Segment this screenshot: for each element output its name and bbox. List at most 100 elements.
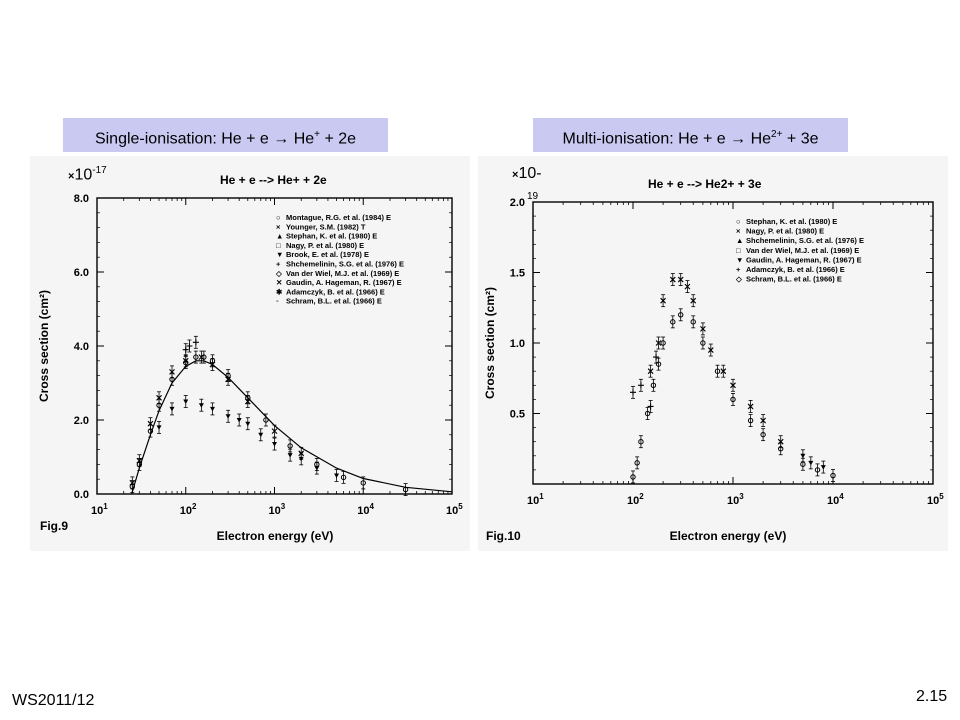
data-point xyxy=(655,340,662,346)
data-point xyxy=(156,394,162,401)
data-point xyxy=(747,417,754,424)
legend-symbol: ▼ xyxy=(276,250,283,259)
chart-title: He + e --> He2+ + 3e xyxy=(648,177,762,191)
data-point xyxy=(225,414,231,419)
scale-factor-left: ×10-17 xyxy=(68,165,107,184)
legend-symbol: ○ xyxy=(276,213,281,222)
data-point xyxy=(298,456,304,462)
scale-mark-left: × xyxy=(68,170,75,183)
data-point xyxy=(169,406,175,412)
data-point xyxy=(638,439,644,445)
data-point xyxy=(684,283,691,290)
data-point xyxy=(136,457,143,464)
data-point xyxy=(258,432,264,438)
x-tick-label: 104 xyxy=(357,502,374,517)
y-axis-label: Cross section (cm²) xyxy=(483,287,497,399)
caption-right-products: + 3e xyxy=(782,130,819,148)
data-point xyxy=(209,361,216,368)
data-point xyxy=(660,340,666,346)
legend-entry: Younger, S.M. (1982) T xyxy=(286,222,366,231)
legend-symbol: □ xyxy=(276,241,281,250)
data-point xyxy=(360,480,366,486)
legend-symbol: × xyxy=(736,227,741,236)
legend-symbol: + xyxy=(736,265,741,274)
data-point xyxy=(677,276,684,283)
x-tick-label: 101 xyxy=(527,492,544,507)
data-point xyxy=(690,319,696,325)
legend-entry: Van der Wiel, M.J. et al. (1969) E xyxy=(746,246,859,255)
legend-entry: Shchemelinin, S.G. et al. (1976) E xyxy=(286,260,404,269)
scale-factor-right-exp: 19 xyxy=(527,191,539,202)
data-point xyxy=(820,465,826,470)
data-point xyxy=(714,368,721,374)
legend-symbol: ◇ xyxy=(735,275,743,284)
plot-frame xyxy=(532,201,934,485)
data-point xyxy=(129,480,136,486)
y-tick-label: 6.0 xyxy=(74,267,89,279)
caption-left-charge: + xyxy=(314,129,321,140)
data-point xyxy=(653,354,660,361)
data-point xyxy=(800,453,806,459)
x-tick-label: 102 xyxy=(627,492,644,507)
data-point xyxy=(147,420,154,427)
legend-entry: Stephan, K. et al. (1980) E xyxy=(286,232,377,241)
legend-entry: Schram, B.L. et al. (1966) E xyxy=(286,297,382,306)
data-point xyxy=(271,428,278,434)
data-point xyxy=(670,319,676,325)
legend-symbol: ✱ xyxy=(276,287,283,296)
data-point xyxy=(169,369,175,375)
data-point xyxy=(245,421,251,427)
legend-symbol: ▲ xyxy=(276,232,283,241)
legend-symbol: × xyxy=(276,222,281,231)
legend-symbol: ✕ xyxy=(276,278,282,287)
legend-symbol: ○ xyxy=(736,217,741,226)
scale-exp-left: -17 xyxy=(92,165,107,176)
data-point xyxy=(244,398,251,405)
scale-base-left: 10 xyxy=(74,166,93,184)
legend-entry: Adamczyk, B. et al. (1966) E xyxy=(746,265,845,274)
scale-base-right: 10- xyxy=(518,165,542,182)
data-point xyxy=(814,467,821,473)
legend-entry: Adamczyk, B. et al. (1966) E xyxy=(286,287,385,296)
caption-single-ionisation: Single-ionisation: He + e → He+ + 2e xyxy=(63,118,388,152)
data-point xyxy=(700,340,706,346)
scale-mark-right: × xyxy=(512,169,519,181)
caption-right-text: Multi-ionisation: He + e → He xyxy=(562,130,772,148)
legend-entry: Nagy, P. et al. (1980) E xyxy=(286,241,364,250)
y-tick-label: 4.0 xyxy=(74,341,89,353)
x-tick-label: 105 xyxy=(446,502,463,517)
legend-symbol: ◇ xyxy=(275,269,283,278)
legend-symbol: ▼ xyxy=(736,255,743,264)
data-point xyxy=(760,431,766,438)
data-point xyxy=(630,474,636,480)
y-tick-label: 2.0 xyxy=(510,197,525,209)
legend-entry: Shchemelinin, S.G. et al. (1976) E xyxy=(746,236,864,245)
data-point xyxy=(730,382,736,389)
x-tick-label: 103 xyxy=(727,492,744,507)
legend-entry: Gaudin, A. Hageman, R. (1967) E xyxy=(286,278,402,287)
data-point xyxy=(192,339,199,346)
data-point xyxy=(198,354,205,360)
data-point xyxy=(287,453,293,458)
data-point xyxy=(225,376,231,383)
data-point xyxy=(183,399,189,404)
legend-symbol: ◦ xyxy=(276,297,279,306)
legend-entry: Gaudin, A. Hageman, R. (1967) E xyxy=(746,255,862,264)
chart-title: He + e --> He+ + 2e xyxy=(220,173,327,187)
data-point xyxy=(402,486,409,493)
data-point xyxy=(186,343,193,349)
x-tick-label: 101 xyxy=(91,502,108,517)
course-label: WS2011/12 xyxy=(12,692,95,709)
data-point xyxy=(182,346,189,353)
legend-entry: Nagy, P. et al. (1980) E xyxy=(746,227,824,236)
data-point xyxy=(314,466,320,471)
data-point xyxy=(808,460,814,466)
y-tick-label: 0.5 xyxy=(510,409,525,421)
data-point xyxy=(630,389,636,396)
data-point xyxy=(760,417,766,424)
x-axis-label: Electron energy (eV) xyxy=(217,529,334,543)
x-tick-label: 104 xyxy=(827,492,844,507)
legend-entry: Schram, B.L. et al. (1966) E xyxy=(746,275,842,284)
data-point xyxy=(720,368,727,375)
data-point xyxy=(777,438,784,445)
